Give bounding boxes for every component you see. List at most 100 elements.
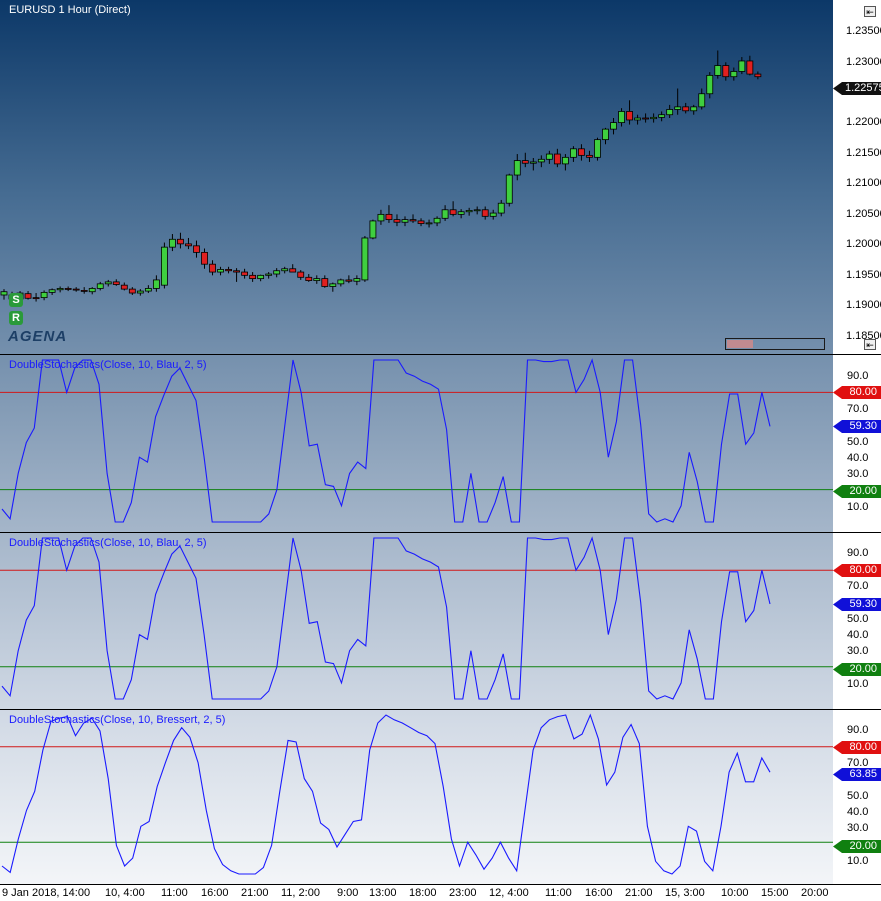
bull-candle [152,279,160,289]
bull-candle [313,278,321,281]
time-tick: 20:00 [801,887,829,899]
bull-candle [505,174,513,204]
bear-candle [754,73,762,78]
time-tick: 9 Jan 2018, 14:00 [2,887,91,899]
bear-candle [64,288,72,290]
osc-tick: 10.0 [847,855,869,867]
osc-tick: 50.0 [847,436,869,448]
overbought-flag: 80.00 [833,564,881,577]
time-tick: 15:00 [761,887,789,899]
oversold-flag: 20.00 [833,485,881,498]
indicator-title-1: DoubleStochastics(Close, 10, Blau, 2, 5) [9,359,207,371]
bull-candle [377,213,385,222]
time-tick: 10, 4:00 [105,887,145,899]
bear-candle [24,293,32,299]
bull-candle [353,278,361,282]
signal-badge-r[interactable]: R [9,311,23,325]
bull-candle [457,211,465,215]
osc-tick: 70.0 [847,403,869,415]
osc-tick: 40.0 [847,452,869,464]
osc-tick: 90.0 [847,370,869,382]
bear-candle [201,251,208,265]
osc-tick: 50.0 [847,790,869,802]
bear-candle [209,263,216,273]
bull-candle [562,156,569,165]
maximize-pane-button[interactable]: ⇤ [864,6,876,17]
osc-tick: 70.0 [847,757,869,769]
time-tick: 12, 4:00 [489,887,529,899]
brand-logo: AGENA [8,328,68,345]
bull-candle [56,288,64,291]
bull-candle [329,283,337,287]
bull-candle [281,268,289,272]
osc-tick: 90.0 [847,724,869,736]
bear-candle [642,117,649,120]
value-axis-column [833,0,881,884]
current-value-flag: 59.30 [833,420,881,433]
signal-badge-s[interactable]: S [9,293,23,307]
osc-tick: 40.0 [847,806,869,818]
bull-candle [714,65,722,76]
bull-candle [48,289,56,293]
price-tick: 1.21500 [846,147,881,159]
bear-candle [32,297,40,300]
bear-candle [409,219,417,222]
time-tick: 16:00 [585,887,613,899]
time-tick: 21:00 [625,887,653,899]
bull-candle [537,158,545,163]
bull-candle [674,106,682,110]
bull-candle [706,74,714,95]
time-axis[interactable] [0,884,881,901]
current-value-flag: 59.30 [833,598,881,611]
scrollbar-thumb[interactable] [727,340,753,348]
indicator-title-2: DoubleStochastics(Close, 10, Blau, 2, 5) [9,537,207,549]
bear-candle [120,284,128,290]
bull-candle [602,128,609,141]
bear-candle [385,213,393,221]
overbought-flag: 80.00 [833,386,881,399]
bear-candle [72,288,80,291]
chart-scrollbar[interactable] [725,338,825,350]
osc-tick: 30.0 [847,822,869,834]
bull-candle [545,153,553,160]
bull-candle [634,117,641,121]
instrument-title: EURUSD 1 Hour (Direct) [9,4,131,16]
pane-separator[interactable] [0,709,881,710]
current-value-flag: 63.85 [833,768,881,781]
bull-candle [369,220,377,239]
pane-separator[interactable] [0,354,881,355]
bull-candle [658,114,666,118]
pane-separator[interactable] [0,532,881,533]
bear-candle [321,278,329,287]
overbought-flag: 80.00 [833,741,881,754]
time-tick: 15, 3:00 [665,887,705,899]
price-tick: 1.23500 [846,25,881,37]
osc-tick: 10.0 [847,678,869,690]
bull-candle [465,210,473,213]
maximize-pane-button[interactable]: ⇤ [864,339,876,350]
bull-candle [730,71,738,78]
bull-candle [169,238,176,248]
osc-tick: 30.0 [847,645,869,657]
bull-candle [489,212,497,217]
bear-candle [112,281,120,285]
stochastic-line [1,536,771,700]
bear-candle [193,245,200,253]
time-tick: 11, 2:00 [281,887,320,899]
bull-candle [497,202,505,214]
bear-candle [417,220,425,224]
bear-candle [722,65,730,78]
bull-candle [144,288,152,292]
price-tick: 1.19500 [846,269,881,281]
bull-candle [257,274,265,280]
stochastic-line [1,713,771,875]
price-tick: 1.23000 [846,56,881,68]
bull-candle [610,122,617,130]
bull-candle [0,291,8,296]
bear-candle [746,60,754,75]
bull-candle [698,93,706,108]
bull-candle [136,290,144,294]
bull-candle [361,237,369,281]
